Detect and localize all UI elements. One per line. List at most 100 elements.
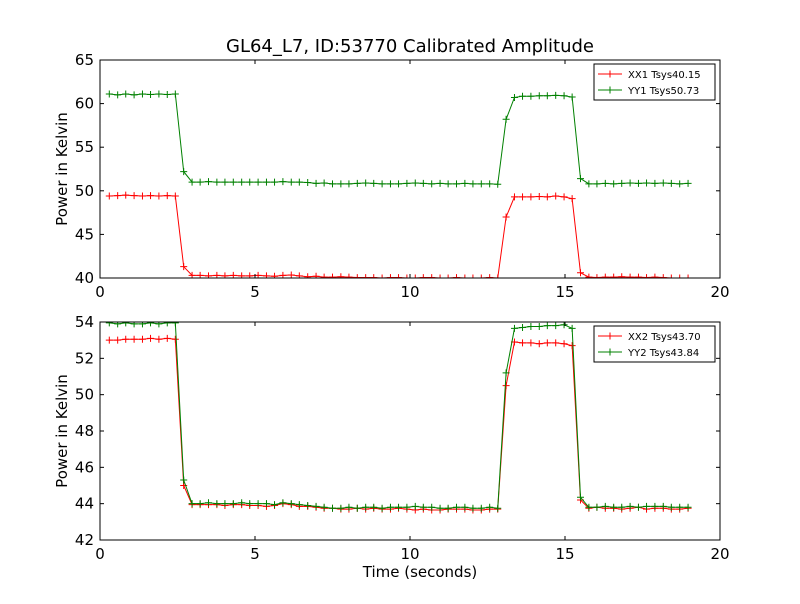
x-tick-label: 15: [555, 283, 574, 301]
data-point: [378, 180, 386, 188]
data-point: [461, 274, 469, 278]
legend-label: XX1 Tsys40.15: [628, 70, 701, 81]
data-point: [651, 502, 659, 510]
data-point: [262, 178, 270, 186]
data-point: [171, 90, 179, 98]
data-point: [618, 503, 626, 511]
data-point: [196, 500, 204, 508]
data-point: [684, 274, 692, 278]
data-point: [155, 322, 163, 328]
data-point: [593, 503, 601, 511]
data-point: [626, 502, 634, 510]
data-point: [469, 504, 477, 512]
y-tick-label: 60: [75, 95, 94, 113]
data-point: [411, 502, 419, 510]
data-point: [667, 503, 675, 511]
data-point: [667, 274, 675, 278]
data-point: [510, 324, 518, 332]
data-point: [213, 178, 221, 186]
data-point: [461, 179, 469, 187]
data-point: [114, 91, 122, 99]
y-tick-label: 44: [75, 495, 94, 513]
legend-marker: [606, 348, 614, 356]
data-point: [105, 90, 113, 98]
data-point: [122, 335, 130, 343]
data-point: [287, 271, 295, 278]
data-point: [229, 178, 237, 186]
legend-label: YY2 Tsys43.84: [627, 348, 699, 359]
data-point: [262, 272, 270, 278]
data-point: [659, 179, 667, 187]
data-point: [634, 179, 642, 187]
data-point: [287, 500, 295, 508]
data-point: [246, 500, 254, 508]
legend-marker: [606, 70, 614, 78]
data-point: [188, 178, 196, 186]
data-point: [345, 273, 353, 278]
legend-item: XX1 Tsys40.15: [598, 70, 701, 81]
data-point: [147, 334, 155, 342]
data-point: [329, 180, 336, 188]
data-point: [543, 339, 551, 347]
data-point: [477, 504, 485, 512]
data-point: [676, 180, 684, 188]
data-point: [684, 503, 692, 511]
data-point: [527, 92, 535, 100]
data-point: [469, 180, 477, 188]
data-point: [130, 322, 138, 328]
data-point: [585, 273, 593, 278]
x-tick-label: 5: [250, 283, 260, 301]
data-point: [519, 92, 527, 100]
y-tick-label: 50: [75, 182, 94, 200]
data-point: [262, 500, 270, 508]
data-point: [287, 178, 295, 186]
data-point: [585, 180, 593, 188]
data-point: [626, 273, 634, 278]
data-point: [453, 503, 460, 511]
data-point: [180, 168, 188, 176]
data-point: [403, 179, 411, 187]
data-point: [519, 193, 527, 201]
y-tick-label: 54: [75, 313, 94, 331]
y-tick-label: 65: [75, 51, 94, 69]
data-point: [411, 179, 419, 187]
data-point: [552, 192, 560, 200]
data-point: [279, 178, 287, 186]
data-point: [560, 340, 568, 348]
data-point: [246, 178, 254, 186]
y-axis-label: Power in Kelvin: [53, 374, 71, 488]
data-point: [271, 272, 279, 278]
y-tick-label: 42: [75, 531, 94, 549]
data-point: [527, 339, 535, 347]
data-point: [163, 334, 171, 342]
data-point: [386, 180, 394, 188]
data-point: [510, 193, 518, 201]
data-point: [147, 90, 155, 98]
data-point: [494, 274, 502, 278]
data-point: [171, 322, 179, 327]
data-point: [610, 503, 618, 511]
data-point: [345, 503, 353, 511]
data-point: [634, 273, 642, 278]
series-yy2: [105, 322, 692, 512]
data-point: [370, 179, 378, 187]
x-tick-label: 10: [400, 283, 419, 301]
data-point: [519, 339, 527, 347]
data-point: [419, 503, 427, 511]
data-point: [122, 90, 130, 98]
y-tick-label: 55: [75, 138, 94, 156]
series-yy1: [105, 90, 692, 188]
data-point: [271, 178, 279, 186]
data-point: [329, 273, 336, 278]
data-point: [114, 322, 122, 328]
data-point: [337, 273, 345, 278]
data-point: [337, 504, 345, 512]
data-point: [378, 274, 386, 278]
data-point: [535, 192, 543, 200]
data-point: [502, 115, 510, 123]
data-point: [254, 178, 262, 186]
data-point: [577, 175, 584, 183]
legend-item: YY1 Tsys50.73: [598, 86, 699, 97]
legend-marker: [606, 86, 614, 94]
